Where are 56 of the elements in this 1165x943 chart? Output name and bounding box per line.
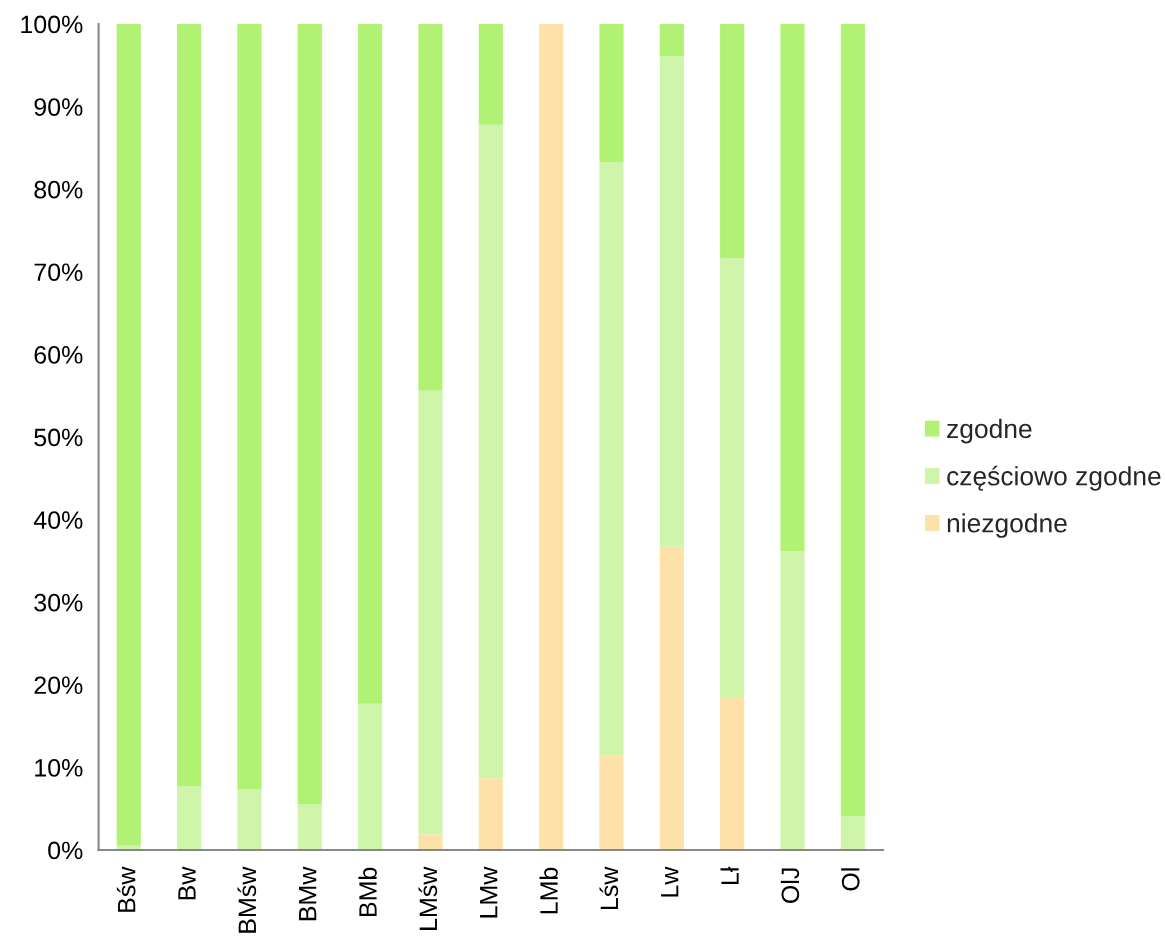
bar xyxy=(297,804,322,850)
bar xyxy=(418,24,443,391)
bar xyxy=(177,786,202,850)
x-tick-label: BMśw xyxy=(237,866,257,933)
x-tick-label: Lw xyxy=(661,866,679,897)
bar xyxy=(177,24,202,787)
legend-label: niezgodne xyxy=(947,513,1067,538)
x-tick-label: Lł xyxy=(720,866,739,885)
bar xyxy=(237,788,262,850)
bar xyxy=(539,24,564,850)
y-tick-label: 80% xyxy=(34,180,83,199)
y-tick-label: 40% xyxy=(33,511,83,529)
bar xyxy=(840,816,865,850)
bar xyxy=(720,24,745,259)
bar xyxy=(358,24,383,704)
x-tick-label: LMśw xyxy=(418,866,438,930)
x-tick-label: Bśw xyxy=(116,866,136,912)
x-tick-label: OlJ xyxy=(780,868,800,903)
y-tick-label: 100% xyxy=(21,15,83,34)
x-tick-label: Lśw xyxy=(599,866,619,910)
bar xyxy=(358,703,383,850)
bar xyxy=(478,24,503,125)
bar xyxy=(599,24,624,162)
bar xyxy=(659,546,684,850)
bar xyxy=(659,24,684,57)
bar xyxy=(599,755,624,850)
x-tick-label: Ol xyxy=(841,868,860,891)
y-tick-label: 90% xyxy=(34,98,83,116)
x-tick-label: BMw xyxy=(299,866,317,921)
x-tick-label: LMw xyxy=(480,866,498,918)
y-tick-label: 70% xyxy=(34,263,83,282)
y-tick-label: 20% xyxy=(34,676,83,695)
x-tick-label: BMb xyxy=(358,867,377,917)
x-tick-label: Bw xyxy=(178,866,196,900)
y-tick-label: 0% xyxy=(48,841,83,860)
bar xyxy=(659,56,684,547)
y-tick-label: 50% xyxy=(34,428,83,447)
x-tick-label: LMb xyxy=(539,867,558,914)
legend-label: zgodne xyxy=(947,418,1032,444)
bar xyxy=(780,550,805,850)
legend-label: częściowo zgodne xyxy=(947,465,1161,491)
bar xyxy=(237,24,262,789)
bar xyxy=(297,24,322,805)
y-tick-label: 10% xyxy=(35,759,83,777)
bar xyxy=(720,258,745,698)
bar xyxy=(478,124,503,779)
bar xyxy=(116,24,141,846)
y-tick-label: 30% xyxy=(34,593,83,612)
bar xyxy=(840,24,865,817)
bar xyxy=(418,390,443,835)
bar xyxy=(780,24,805,551)
bar xyxy=(418,834,443,850)
y-tick-label: 60% xyxy=(34,346,83,364)
bar xyxy=(599,161,624,756)
bar xyxy=(720,697,745,850)
bar xyxy=(478,778,503,850)
